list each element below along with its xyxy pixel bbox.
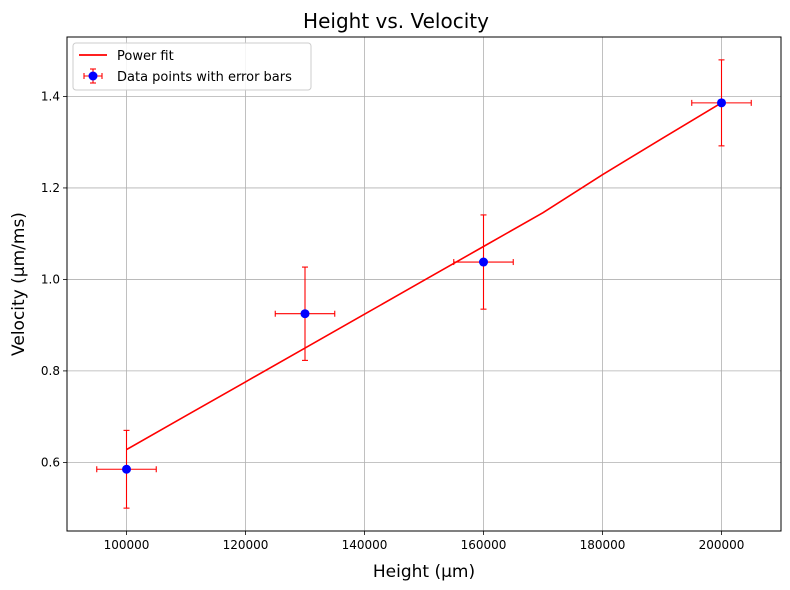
data-point-marker bbox=[479, 257, 488, 267]
x-tick-label: 160000 bbox=[461, 538, 507, 552]
legend-label: Power fit bbox=[117, 49, 174, 64]
x-tick-label: 200000 bbox=[699, 538, 745, 552]
axis-ticks: 100000 120000 140000 160000 180000 200000 0.6 0… bbox=[41, 89, 745, 552]
grid bbox=[67, 37, 781, 531]
data-point-marker bbox=[300, 309, 310, 319]
y-tick-label: 1.2 bbox=[41, 181, 60, 195]
y-axis-title: Velocity (µm/ms) bbox=[9, 212, 29, 356]
plot-area-frame bbox=[66, 36, 782, 532]
x-tick-label: 100000 bbox=[104, 538, 150, 552]
y-tick-label: 0.6 bbox=[41, 455, 60, 469]
x-axis-title: Height (µm) bbox=[373, 562, 475, 582]
plot-series bbox=[96, 59, 752, 509]
x-tick-label: 140000 bbox=[342, 538, 388, 552]
y-tick-label: 1.0 bbox=[41, 272, 60, 286]
data-point-marker bbox=[717, 98, 726, 108]
data-point-marker bbox=[122, 464, 131, 474]
legend-swatch-marker bbox=[88, 71, 98, 81]
power-fit-line bbox=[126, 102, 722, 451]
legend: Power fit Data points with error bars bbox=[72, 42, 312, 91]
legend-label: Data points with error bars bbox=[117, 70, 292, 85]
y-tick-label: 1.4 bbox=[41, 89, 60, 103]
y-tick-label: 0.8 bbox=[41, 364, 60, 378]
x-tick-label: 120000 bbox=[223, 538, 269, 552]
chart-title: Height vs. Velocity bbox=[303, 9, 489, 33]
legend-box bbox=[72, 42, 312, 91]
x-tick-label: 180000 bbox=[580, 538, 626, 552]
